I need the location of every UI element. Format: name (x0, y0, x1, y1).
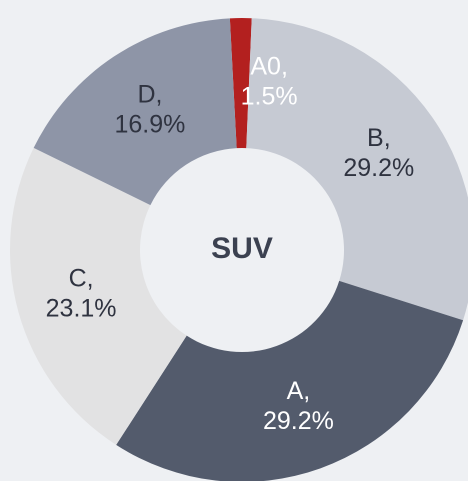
segment-value: 29.2% (263, 407, 334, 435)
segment-name: A0, (250, 53, 288, 81)
segment-name: A, (287, 377, 311, 405)
segment-value: 16.9% (115, 110, 186, 138)
center-label: SUV (211, 232, 273, 265)
donut-segment (33, 18, 237, 206)
donut-segment (229, 18, 252, 149)
donut-segment (116, 280, 464, 481)
segment-value: 23.1% (46, 294, 117, 322)
segment-value: 1.5% (241, 83, 298, 111)
segment-name: C, (69, 264, 94, 292)
donut-segment (246, 18, 468, 321)
segment-name: D, (137, 80, 162, 108)
donut-segment (9, 147, 187, 445)
segment-name: B, (367, 124, 391, 152)
segment-value: 29.2% (343, 154, 414, 182)
